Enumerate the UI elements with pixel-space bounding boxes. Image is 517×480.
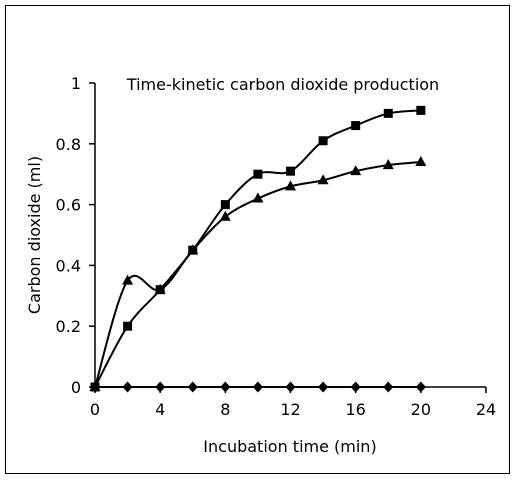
data-point-diamond [252,381,263,393]
data-point-diamond [220,381,231,393]
x-tick-label: 16 [345,400,365,419]
x-tick-label: 12 [280,400,300,419]
data-point-diamond [415,381,426,393]
data-point-square [351,121,361,131]
data-point-square [220,200,230,210]
x-tick-label: 8 [220,400,230,419]
x-axis-label: Incubation time (min) [203,437,376,456]
data-point-triangle [219,210,231,221]
x-tick-label: 24 [476,400,496,419]
series-line [94,109,421,388]
data-point-triangle [187,244,199,255]
data-point-triangle [350,165,362,176]
data-point-triangle [252,192,264,203]
y-tick-label: 1 [71,74,81,93]
data-point-diamond [285,381,296,393]
x-tick-label: 4 [155,400,165,419]
data-point-triangle [285,180,296,191]
data-point-square [416,105,426,115]
data-point-triangle [122,274,134,285]
data-point-square [286,166,295,176]
x-tick-label: 20 [411,400,431,419]
data-point-diamond [90,381,100,393]
data-point-diamond [318,381,329,393]
data-point-square [318,136,328,146]
y-tick-label: 0.6 [56,196,81,215]
data-point-triangle [154,283,166,294]
y-tick-label: 0.2 [56,317,81,336]
data-point-diamond [122,381,133,393]
y-tick-label: 0.4 [56,256,81,275]
data-point-diamond [383,381,394,393]
data-point-diamond [187,381,198,393]
x-tick-label: 0 [90,400,100,419]
plot-area: 0 4 8 12 16 20 24 0 0.2 0.4 0.6 0.8 1 [56,74,497,419]
y-tick-label: 0 [71,378,81,397]
data-point-triangle [382,159,394,170]
y-axis-label: Carbon dioxide (ml) [25,156,44,314]
data-point-square [383,108,393,118]
chart-title: Time-kinetic carbon dioxide production [126,75,439,94]
data-point-diamond [155,381,166,393]
data-point-triangle [317,174,329,185]
data-point-diamond [350,381,361,393]
data-point-square [123,321,133,331]
data-point-triangle [415,156,427,167]
data-point-square [253,169,263,179]
y-tick-label: 0.8 [56,135,81,154]
